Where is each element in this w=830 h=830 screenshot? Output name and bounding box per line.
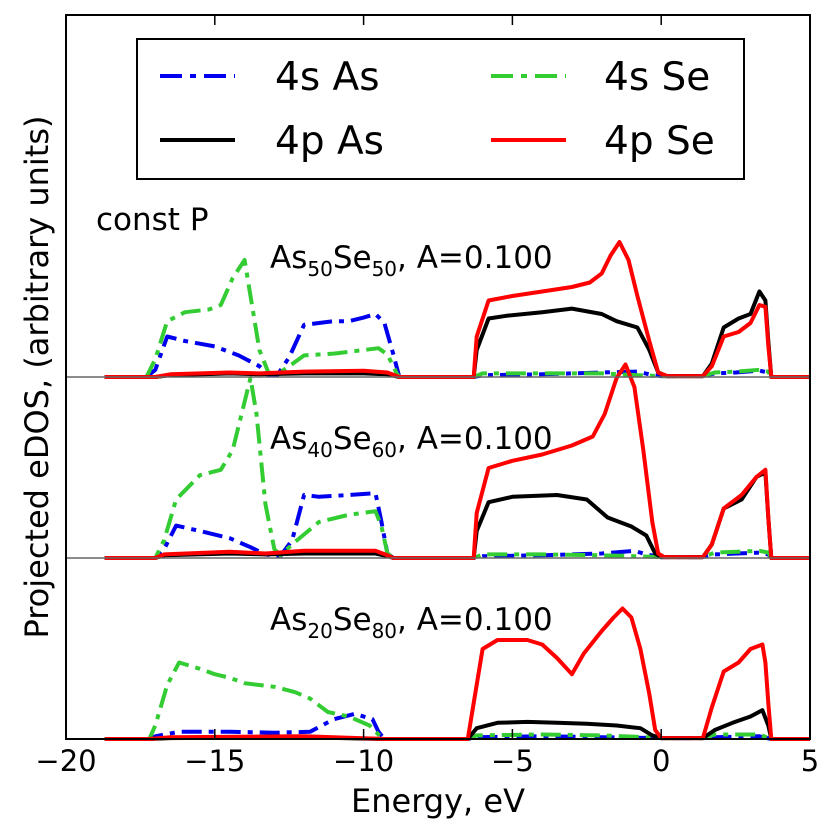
series-layer bbox=[104, 240, 810, 741]
legend-label-4p-se: 4p Se bbox=[604, 119, 715, 164]
series-line-panel3-4s-as bbox=[104, 711, 810, 741]
legend-label-4s-as: 4s As bbox=[275, 55, 380, 100]
plot-area bbox=[65, 14, 811, 741]
series-line-panel3-4p-se bbox=[104, 606, 810, 741]
annotation-const-p: const P bbox=[96, 202, 209, 238]
series-line-panel1-4p-se bbox=[104, 240, 810, 379]
panel-1-title: As50Se50, A=0.100 bbox=[270, 240, 553, 281]
plot-frame bbox=[65, 14, 811, 740]
x-tick-label: 5 bbox=[801, 744, 819, 778]
x-tick-label: 0 bbox=[652, 744, 670, 778]
x-tick-label: −20 bbox=[35, 744, 96, 778]
series-line-panel2-4p-se bbox=[104, 362, 810, 560]
series-line-panel3-4s-se bbox=[104, 660, 810, 741]
legend-label-4s-se: 4s Se bbox=[604, 55, 710, 100]
x-axis: −20 −15 −10 −5 0 5 bbox=[35, 15, 819, 778]
x-tick-label: −5 bbox=[491, 744, 534, 778]
legend-label-4p-as: 4p As bbox=[275, 119, 384, 164]
panel-2-title: As40Se60, A=0.100 bbox=[270, 421, 553, 462]
panel-3-title: As20Se80, A=0.100 bbox=[270, 602, 553, 643]
y-axis-title: Projected eDOS, (arbitrary units) bbox=[18, 115, 56, 638]
x-tick-label: −15 bbox=[184, 744, 245, 778]
x-axis-title: Energy, eV bbox=[351, 782, 525, 820]
series-line-panel1-4s-se bbox=[104, 258, 810, 379]
x-tick-label: −10 bbox=[333, 744, 394, 778]
legend: 4s As 4s Se 4p As 4p Se bbox=[136, 38, 745, 180]
legend-box bbox=[136, 38, 745, 180]
